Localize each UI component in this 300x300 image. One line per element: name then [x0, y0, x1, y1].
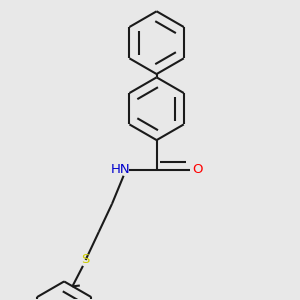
- Text: O: O: [193, 163, 203, 176]
- Text: HN: HN: [110, 163, 130, 176]
- Text: S: S: [81, 254, 90, 266]
